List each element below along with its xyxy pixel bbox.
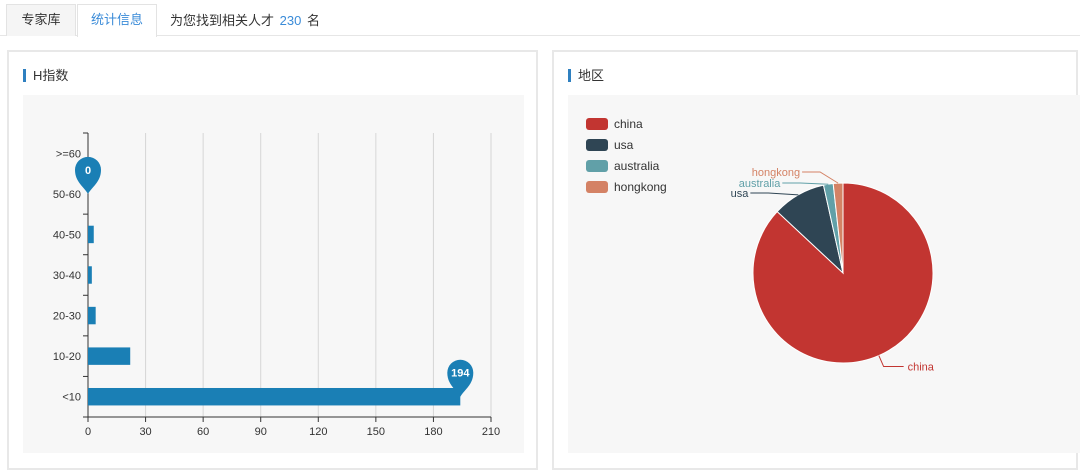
bar-10-20 [88, 347, 131, 365]
y-tick-label: 10-20 [53, 351, 81, 363]
slice-label-hongkong: hongkong [752, 167, 800, 179]
legend-swatch-hongkong [586, 181, 608, 193]
x-tick-label: 90 [255, 426, 267, 438]
bar-40-50 [88, 225, 94, 244]
pin-marker-label: 194 [451, 368, 470, 380]
x-tick-label: 150 [367, 426, 385, 438]
pin-marker: 194 [447, 359, 474, 397]
result-suffix: 名 [306, 13, 320, 28]
region-chart-area: china usa australia hongkong china usa austral… [568, 95, 1080, 453]
tab-statistics[interactable]: 统计信息 [77, 4, 157, 37]
y-tick-label: 40-50 [53, 229, 81, 241]
y-tick-label: >=60 [56, 148, 81, 160]
h-index-panel: H指数 0 30 60 90 120 150 180 210 <10 10-20 20-30 30-4… [7, 50, 538, 470]
bar-20-30 [88, 306, 96, 325]
result-prefix: 为您找到相关人才 [170, 13, 275, 28]
label-line-hongkong [802, 171, 839, 184]
slice-label-china: china [908, 362, 935, 374]
legend-label-china: china [614, 117, 643, 131]
pin-marker-shape [447, 359, 474, 397]
legend-label-australia: australia [614, 159, 660, 173]
legend-swatch-china [586, 118, 608, 130]
region-pie-chart: chinausaaustraliahongkongchinausaaustral… [586, 117, 935, 374]
y-tick-label: 20-30 [53, 311, 81, 323]
x-tick-label: 30 [139, 426, 151, 438]
x-tick-label: 180 [424, 426, 442, 438]
legend-swatch-usa [586, 139, 608, 151]
tab-expert-library[interactable]: 专家库 [6, 4, 76, 36]
label-line-china [878, 355, 904, 368]
result-count-text: 为您找到相关人才 230 名 [170, 10, 320, 29]
result-count: 230 [279, 13, 302, 28]
label-line-usa [750, 192, 799, 196]
x-tick-label: 120 [309, 426, 327, 438]
x-tick-label: 60 [197, 426, 209, 438]
legend-label-hongkong: hongkong [614, 180, 667, 194]
y-tick-label: <10 [62, 392, 81, 404]
x-tick-label: 210 [482, 426, 500, 438]
label-line-australia [782, 182, 829, 185]
slice-label-australia: australia [739, 178, 781, 190]
pin-marker: 0 [75, 156, 101, 194]
h-index-title: H指数 [23, 69, 68, 82]
region-panel: 地区 china usa australia hongkong china usa aust… [552, 50, 1080, 470]
tab-bar: 专家库 统计信息 为您找到相关人才 230 名 [0, 0, 1080, 37]
y-tick-label: 50-60 [53, 189, 81, 201]
h-index-chart-area: 0 30 60 90 120 150 180 210 <10 10-20 20-30 30-40 40-… [23, 95, 524, 453]
pin-marker-shape [75, 156, 101, 194]
x-tick-label: 0 [85, 426, 91, 438]
bar-<10 [88, 387, 461, 406]
bar-30-40 [88, 266, 92, 284]
slice-label-usa: usa [731, 188, 750, 200]
legend-label-usa: usa [614, 138, 634, 152]
h-index-bar-chart: 0 30 60 90 120 150 180 210 <10 10-20 20-30 30-40 40-… [53, 132, 500, 438]
region-title: 地区 [568, 69, 604, 82]
pin-marker-label: 0 [85, 165, 91, 177]
legend-swatch-australia [586, 160, 608, 172]
y-tick-label: 30-40 [53, 270, 81, 282]
